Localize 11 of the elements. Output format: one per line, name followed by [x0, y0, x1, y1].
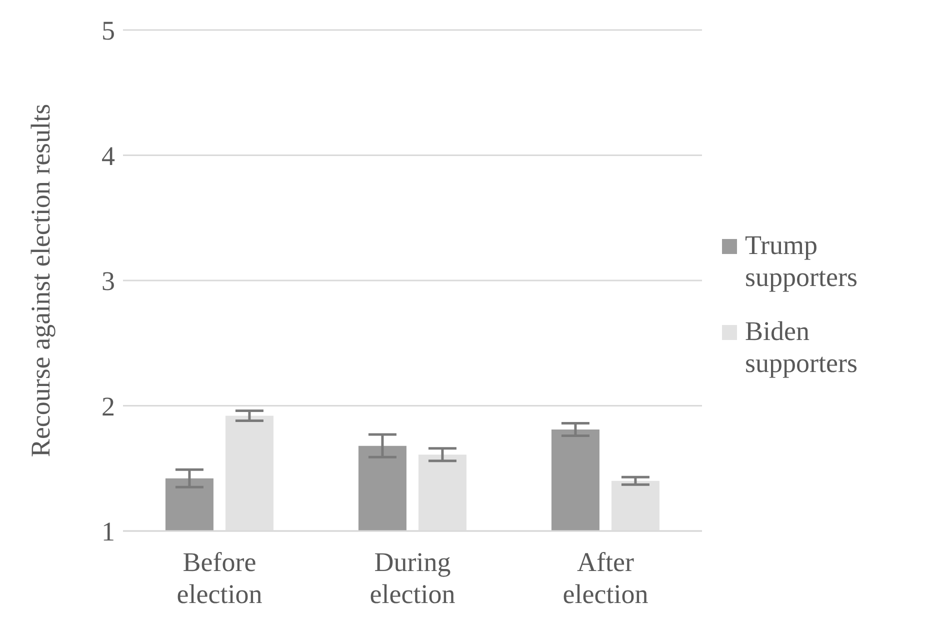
- y-tick-label: 4: [102, 140, 116, 171]
- y-axis-title: Recourse against election results: [26, 104, 56, 458]
- x-tick-label: Before election: [176, 547, 263, 609]
- y-tick-label: 1: [102, 516, 115, 547]
- y-tick-label: 2: [102, 391, 115, 422]
- legend-label: Biden supporters: [745, 314, 858, 378]
- y-tick-label: 5: [102, 16, 115, 46]
- y-tick-label: 3: [102, 266, 115, 296]
- x-tick-label: During election: [370, 547, 456, 609]
- x-tick-label: After election: [562, 547, 649, 609]
- legend-label: Trump supporters: [745, 228, 858, 292]
